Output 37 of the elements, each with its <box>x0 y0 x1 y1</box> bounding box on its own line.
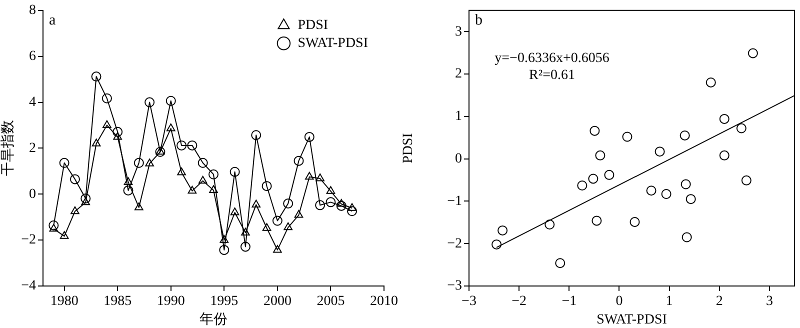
y-tick-label: 3 <box>455 24 462 40</box>
y-tick-label: −4 <box>21 278 36 294</box>
y-tick-label: 2 <box>455 66 462 82</box>
x-tick-label: −2 <box>512 294 527 310</box>
y-tick-label: 1 <box>455 109 462 124</box>
x-axis-title: SWAT-PDSI <box>596 312 668 328</box>
x-tick-label: 2010 <box>370 294 398 310</box>
x-tick-label: 1980 <box>50 294 78 310</box>
x-tick-label: 0 <box>616 294 623 310</box>
x-tick-label: 1985 <box>104 294 132 310</box>
x-tick-label: 1990 <box>156 294 185 310</box>
y-tick-label: 0 <box>455 151 462 166</box>
y-axis-title: PDSI <box>401 132 416 164</box>
x-tick-label: 1995 <box>210 294 238 310</box>
annotation: b <box>475 12 482 28</box>
y-tick-label: −2 <box>447 236 462 252</box>
x-tick-label: 2 <box>716 294 723 310</box>
y-tick-label: 4 <box>29 94 36 110</box>
annotation: R²=0.61 <box>529 68 575 84</box>
y-tick-label: 0 <box>29 186 36 202</box>
y-axis-title: 干旱指数 <box>0 120 16 176</box>
y-tick-label: −3 <box>447 278 462 294</box>
x-tick-label: 2005 <box>316 294 345 310</box>
x-tick-label: −1 <box>562 294 577 310</box>
x-tick-label: 2000 <box>263 294 292 310</box>
y-tick-label: 6 <box>29 49 36 64</box>
y-tick-label: 8 <box>29 3 36 18</box>
x-tick-label: 3 <box>766 294 773 310</box>
legend-label: SWAT-PDSI <box>298 36 368 52</box>
y-tick-label: 2 <box>29 140 36 156</box>
y-tick-label: −2 <box>21 232 36 248</box>
x-axis-title: 年份 <box>200 311 228 328</box>
annotation: a <box>49 12 56 28</box>
y-tick-label: −1 <box>447 194 462 209</box>
annotation: y=−0.6336x+0.6056 <box>494 51 610 66</box>
legend-label: PDSI <box>298 18 328 34</box>
x-tick-label: 1 <box>666 294 673 310</box>
